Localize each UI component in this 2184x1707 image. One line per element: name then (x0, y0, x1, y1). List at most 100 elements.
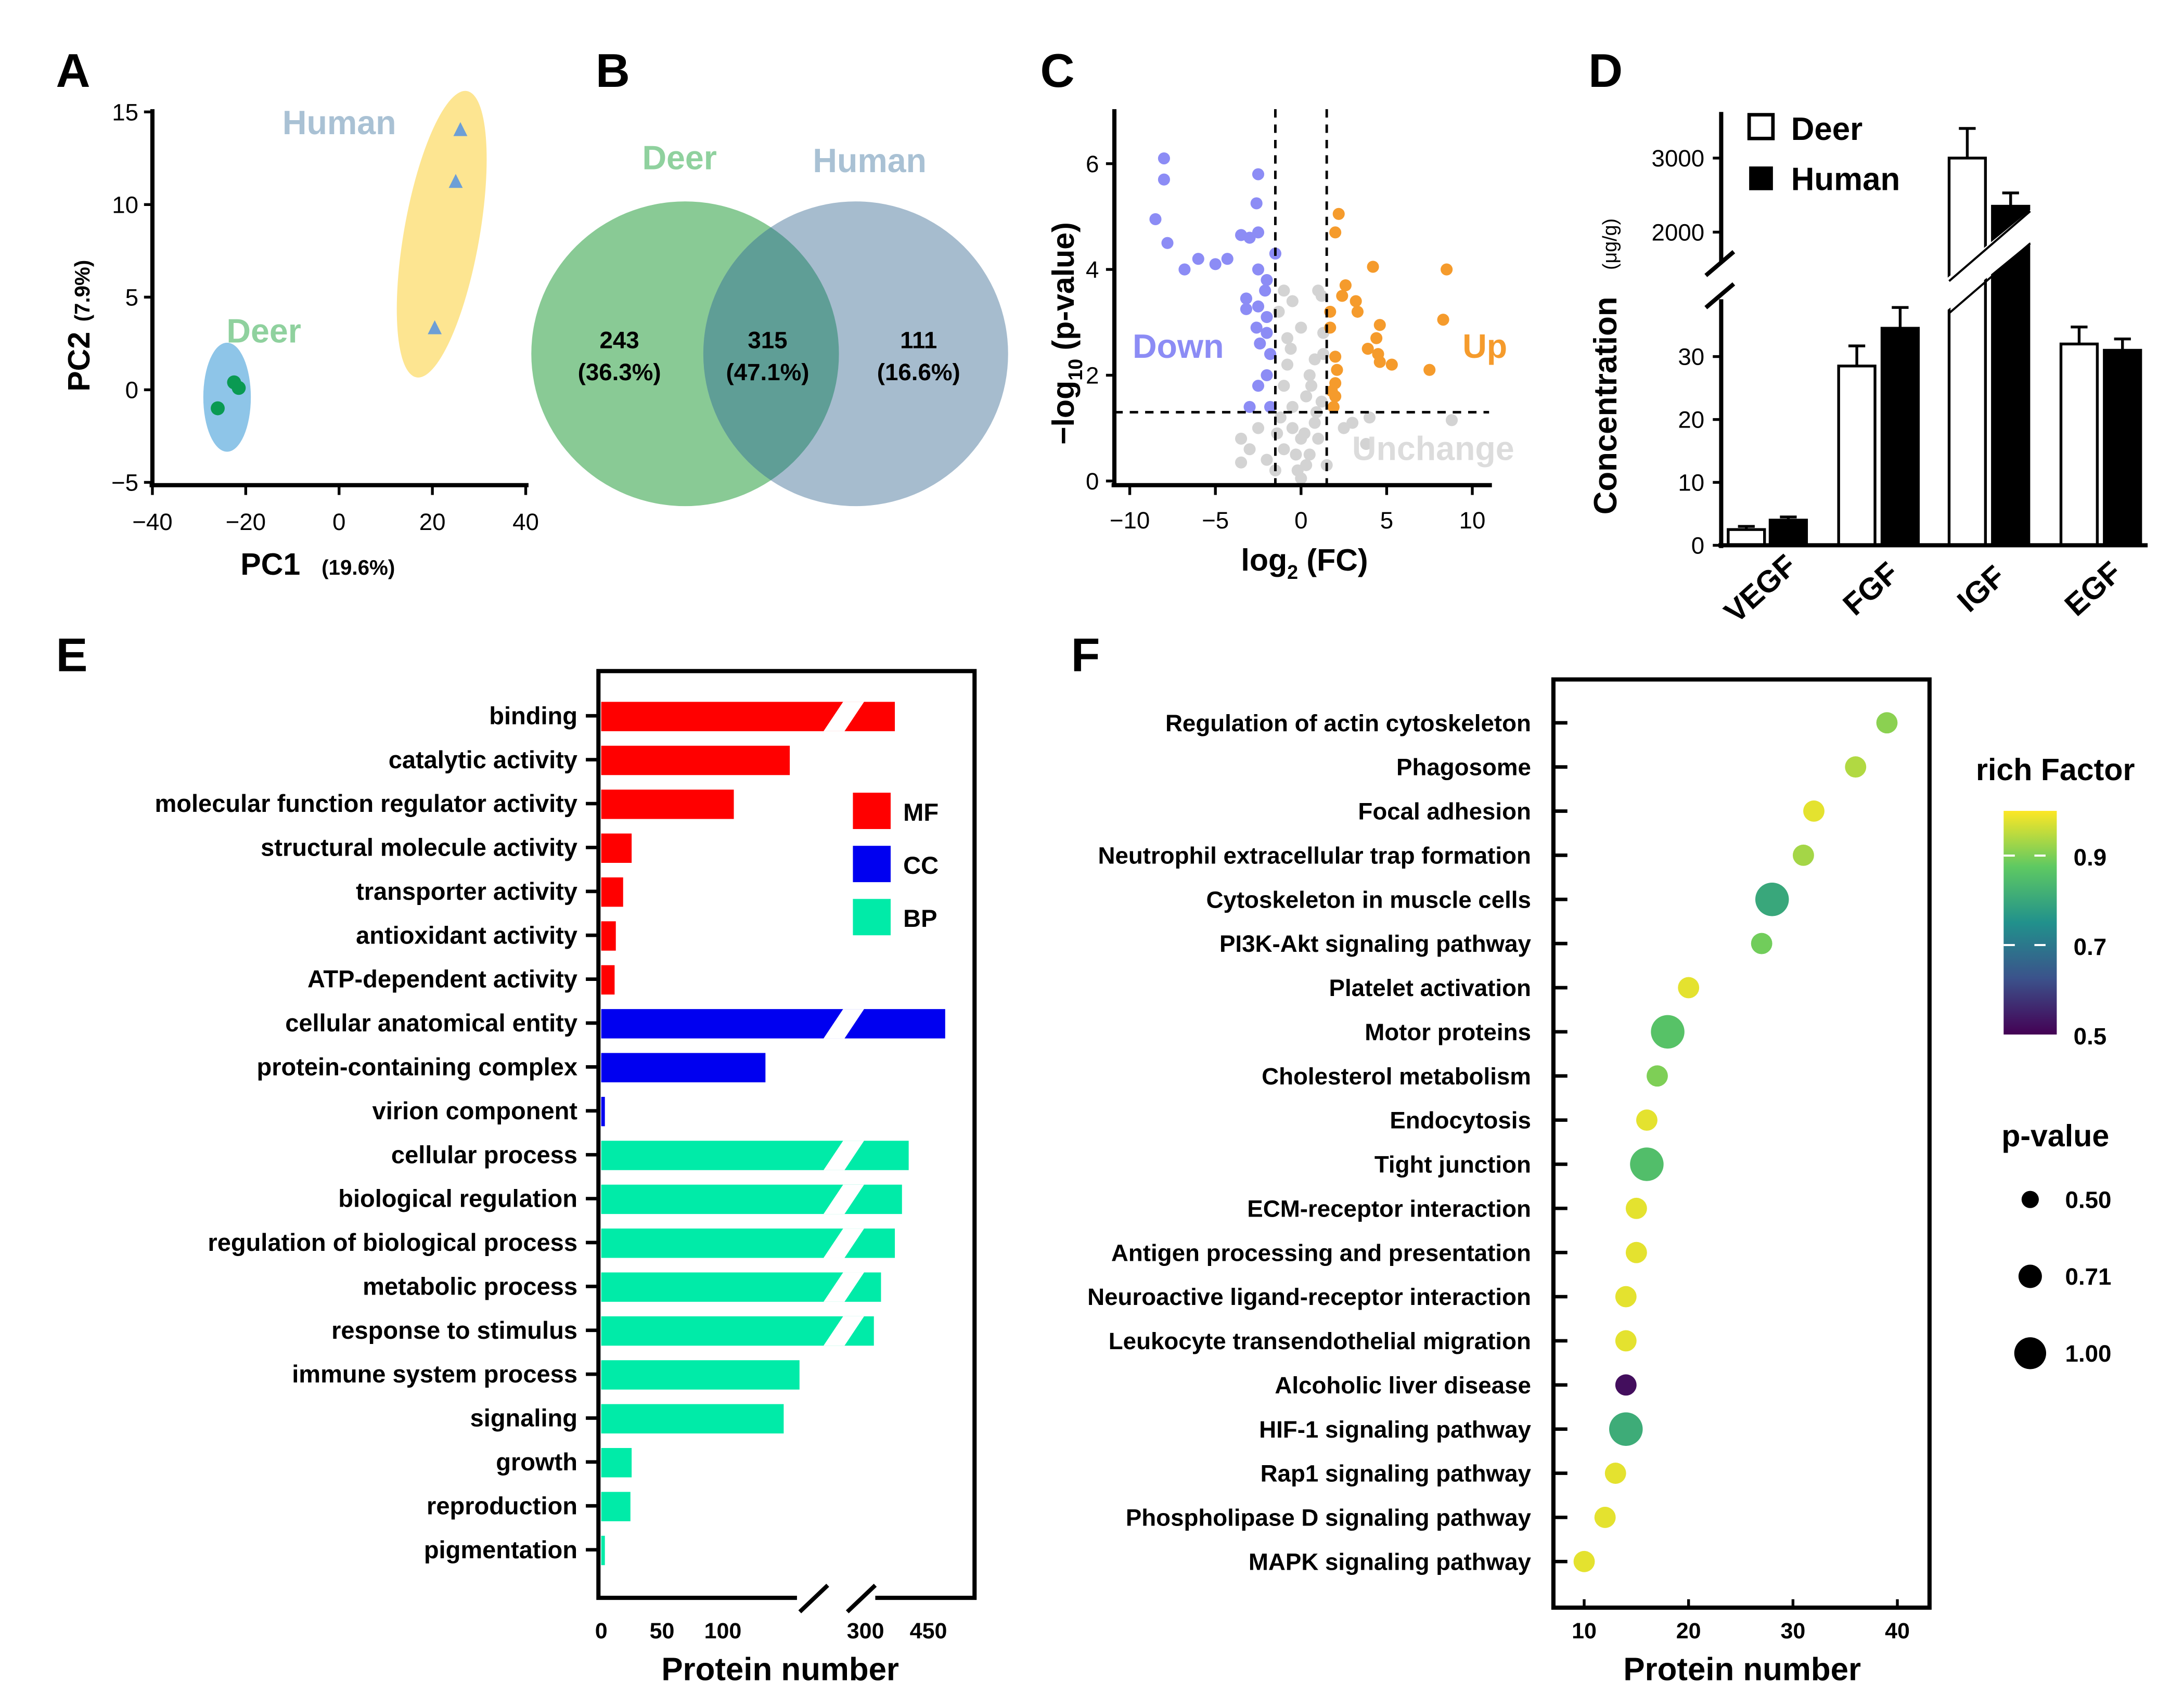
pathway-bubble (1751, 933, 1772, 954)
panel-c-volcano: −10 −5 0 5 10 0 2 4 6 Down Up Unchange log2 (FC) −log… (1046, 109, 1514, 583)
down-point (1240, 303, 1252, 315)
down-point (1261, 274, 1273, 286)
bar-virion-component (601, 1096, 605, 1127)
human-ellipse (396, 90, 487, 378)
bar-signaling (601, 1404, 784, 1434)
bar-reproduction (601, 1492, 631, 1521)
region-percent: (47.1%) (726, 359, 810, 385)
color-tick-label: 0.9 (2074, 844, 2107, 871)
x-tick-label: 100 (704, 1619, 742, 1644)
down-point (1243, 400, 1256, 413)
unchange-point (1300, 459, 1313, 471)
unchange-point (1243, 443, 1256, 456)
y-axis-label: PC2 (61, 332, 96, 392)
category-label: FGF (1836, 555, 1905, 622)
unchange-point (1295, 321, 1307, 334)
panel-letter-b: B (596, 44, 630, 97)
unchange-point (1290, 448, 1302, 461)
unchange-point (1300, 390, 1313, 403)
panel-letter-e: E (56, 628, 88, 681)
unchange-point (1315, 290, 1328, 302)
color-bar (2003, 811, 2057, 1035)
x-tick-label: −40 (132, 509, 172, 535)
y-tick-label: 3000 (1652, 145, 1705, 172)
x-tick-label: 0 (1294, 507, 1307, 534)
pathway-label: Regulation of actin cytoskeleton (1165, 710, 1531, 736)
bar-egf-human (2103, 348, 2142, 547)
up-point (1336, 290, 1348, 302)
down-point (1261, 311, 1273, 324)
category-label: EGF (2058, 554, 2128, 623)
category-label: response to stimulus (331, 1316, 577, 1344)
pathway-bubble (1615, 1374, 1637, 1396)
bar-molecular-function-regulator-activity (601, 790, 734, 819)
x-tick-label: 0 (595, 1619, 608, 1644)
x-tick-label: 20 (1676, 1619, 1701, 1644)
bar-vegf-deer (1727, 528, 1766, 547)
bar-fgf-human (1880, 327, 1920, 547)
unchange-point (1274, 411, 1287, 424)
legend-label-deer: Deer (1791, 111, 1862, 147)
unchange-point (1305, 380, 1318, 392)
bar-break-gap (823, 1141, 864, 1170)
panel-letter-d: D (1588, 44, 1623, 97)
pathway-label: Alcoholic liver disease (1275, 1372, 1531, 1399)
x-axis-pct: (19.6%) (322, 556, 395, 579)
x-axis-label: PC1 (240, 547, 300, 581)
x-tick-label: 300 (847, 1619, 884, 1644)
human-point (448, 174, 463, 188)
down-point (1261, 327, 1273, 339)
y-tick-label: 10 (112, 191, 138, 218)
panel-f-kegg-bubble: Regulation of actin cytoskeleton Phagosom… (1087, 677, 2135, 1688)
unchange-point (1281, 358, 1294, 371)
legend-label-bp: BP (903, 904, 937, 932)
bar-transporter-activity (601, 877, 623, 907)
down-point (1158, 173, 1170, 186)
unchange-point (1286, 400, 1299, 413)
x-tick-label: 30 (1780, 1619, 1805, 1644)
down-point (1221, 253, 1234, 265)
up-point (1329, 226, 1342, 239)
bar-catalytic-activity (601, 745, 790, 775)
pathway-label: MAPK signaling pathway (1249, 1548, 1532, 1575)
down-point (1209, 258, 1222, 270)
human-point (428, 320, 442, 334)
pathway-bubble (1803, 800, 1825, 822)
category-label: metabolic process (363, 1272, 577, 1300)
down-label: Down (1133, 328, 1224, 365)
category-label: cellular anatomical entity (285, 1009, 577, 1037)
pathway-label: Antigen processing and presentation (1111, 1239, 1531, 1266)
up-point (1423, 364, 1436, 376)
y-tick-label: 30 (1678, 344, 1704, 370)
size-legend-dot (2021, 1191, 2039, 1208)
down-point (1250, 197, 1263, 210)
category-label: cellular process (391, 1141, 577, 1168)
bar-break-gap (823, 1228, 864, 1258)
unchange-point (1308, 417, 1321, 429)
category-label: antioxidant activity (356, 921, 577, 949)
x-tick-label: 40 (512, 509, 539, 535)
panel-a-pca: Deer Human −40 −20 0 20 40 −5 0 5 10 15 PC1 (19.6%) PC… (61, 90, 539, 581)
bar-ATP-dependent-activity (601, 965, 615, 995)
bar-break-gap (823, 1184, 864, 1214)
up-point (1329, 351, 1342, 363)
unchange-point (1281, 332, 1294, 344)
x-axis-label: log2 (FC) (1241, 542, 1368, 583)
y-tick-label: 6 (1086, 151, 1099, 177)
x-tick-label: −5 (1202, 507, 1229, 534)
pathway-bubble (1793, 844, 1814, 866)
region-count: 315 (748, 327, 787, 353)
bar-immune-system-process (601, 1360, 800, 1390)
x-axis-label: Protein number (1623, 1652, 1861, 1688)
y-tick-label: 0 (125, 377, 138, 404)
region-percent: (36.3%) (578, 359, 661, 385)
unchange-label: Unchange (1352, 430, 1514, 467)
legend-swatch-bp (853, 899, 891, 936)
category-label: growth (496, 1448, 577, 1476)
y-axis-pct: (7.9%) (71, 260, 94, 322)
region-count: 111 (900, 327, 937, 353)
panel-d-bar: VEGF FGF IGF EGF 0 10 20 30 2000 3000 Deer Human Con… (1588, 111, 2148, 629)
category-label: virion component (372, 1097, 578, 1124)
x-tick-label: 50 (650, 1619, 675, 1644)
